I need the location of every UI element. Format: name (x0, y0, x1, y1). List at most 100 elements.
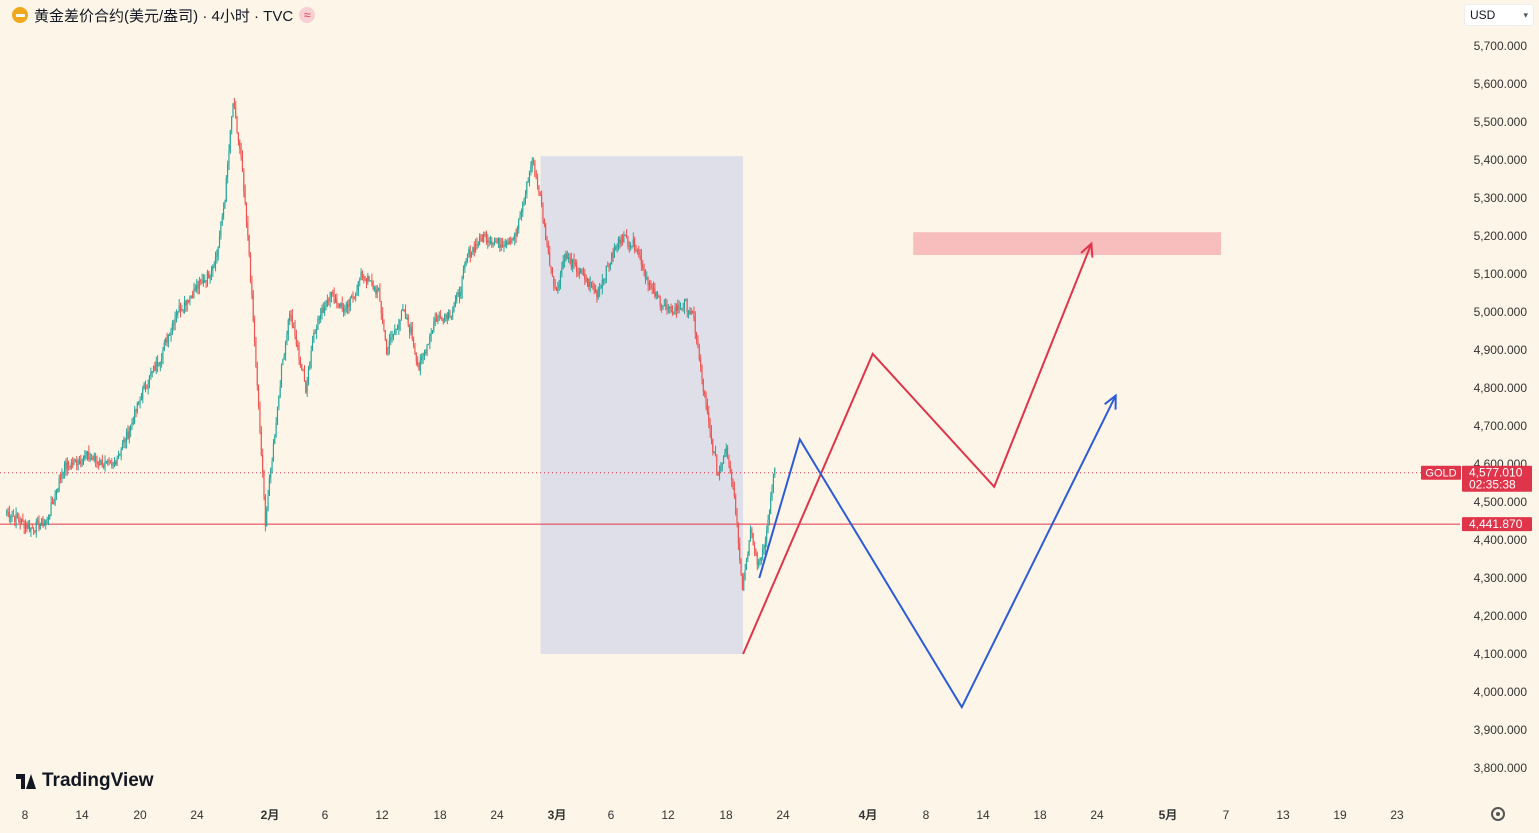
candle (484, 231, 486, 238)
candle (450, 315, 452, 321)
candle (270, 467, 272, 484)
tradingview-logo[interactable]: TradingView (16, 770, 154, 792)
candle-body (613, 249, 615, 258)
currency-select[interactable]: USD ▾ (1464, 4, 1534, 26)
candle (604, 278, 606, 285)
candle-body (531, 160, 533, 168)
y-axis-tick-label: 4,300.000 (1474, 571, 1528, 585)
candle (344, 304, 346, 316)
projection-path-red[interactable] (742, 243, 1093, 655)
candle (97, 461, 99, 470)
candle (574, 259, 576, 267)
candle-body (507, 242, 509, 244)
candle-body (504, 244, 506, 246)
candle-body (673, 313, 675, 315)
candle (225, 175, 227, 203)
candle (771, 484, 773, 501)
candle-body (617, 238, 619, 247)
candle-body (388, 340, 390, 349)
candle-body (186, 300, 188, 306)
date-price-range-box[interactable] (540, 156, 744, 654)
candle (236, 115, 238, 134)
candle (317, 315, 319, 331)
candle-body (597, 290, 599, 298)
candle (695, 331, 698, 345)
symbol-tag[interactable] (1421, 465, 1461, 480)
candle-body (712, 439, 714, 453)
candle (365, 278, 367, 289)
gold-coin-icon[interactable] (12, 7, 28, 23)
candle-body (65, 462, 67, 470)
candle-body (562, 260, 564, 269)
candle (592, 280, 594, 290)
candle (678, 300, 680, 314)
candle (274, 433, 276, 445)
candle (489, 235, 491, 245)
candle (433, 316, 435, 333)
candle (355, 292, 357, 302)
candle (286, 330, 288, 346)
candle-body (731, 473, 733, 481)
candle (662, 305, 664, 311)
x-axis-tick-label: 24 (490, 808, 504, 822)
candle (367, 272, 369, 286)
level-price-tag[interactable] (1462, 517, 1532, 532)
candle-body (200, 280, 202, 282)
candle-body (35, 521, 37, 532)
candle-body (302, 369, 304, 372)
candle-body (429, 336, 431, 344)
candle (530, 161, 532, 176)
candle-body (497, 238, 499, 243)
candle (266, 506, 268, 527)
candle (683, 298, 686, 315)
candle (86, 450, 89, 461)
candle-body (716, 456, 718, 473)
target-zone-rect[interactable] (913, 232, 1221, 255)
candle (460, 286, 462, 300)
settings-icon[interactable] (1491, 807, 1505, 821)
candle-body (247, 221, 249, 236)
candle-body (384, 330, 386, 340)
candle (39, 522, 41, 530)
candle (85, 450, 87, 460)
candle-body (572, 259, 574, 268)
candle (716, 454, 718, 476)
candle (267, 489, 269, 512)
candle-body (131, 422, 133, 426)
candle-body (588, 278, 590, 288)
candle (709, 417, 711, 438)
candle-body (693, 311, 695, 317)
candle-body (508, 240, 510, 244)
candle-body (225, 177, 227, 203)
y-axis-tick-label: 4,400.000 (1474, 533, 1528, 547)
candle-body (721, 463, 723, 467)
projection-path-blue[interactable] (758, 395, 1117, 710)
candle-body (201, 280, 203, 282)
candle-body (197, 285, 199, 289)
candle-body (124, 439, 126, 442)
candle-body (270, 468, 272, 478)
candle (67, 460, 70, 471)
candle (27, 520, 29, 530)
candle (745, 557, 748, 570)
candle (404, 304, 407, 319)
candle-body (45, 521, 47, 524)
candle (627, 235, 629, 250)
candle-body (353, 297, 355, 299)
chart-title[interactable]: 黄金差价合约(美元/盎司) · 4小时 · TVC (34, 7, 294, 25)
candle (260, 426, 262, 457)
wave-icon[interactable]: ≈ (299, 7, 316, 23)
candle (724, 448, 726, 458)
current-price-tag-text: 4,577.010 (1469, 466, 1523, 480)
candle-body (390, 337, 392, 341)
candle-body (535, 176, 537, 180)
candle-body (756, 553, 758, 565)
current-price-tag[interactable] (1462, 465, 1532, 492)
candle (309, 361, 311, 371)
candle (129, 424, 132, 438)
candle (41, 517, 43, 526)
candle (357, 280, 359, 297)
candle (648, 280, 650, 291)
